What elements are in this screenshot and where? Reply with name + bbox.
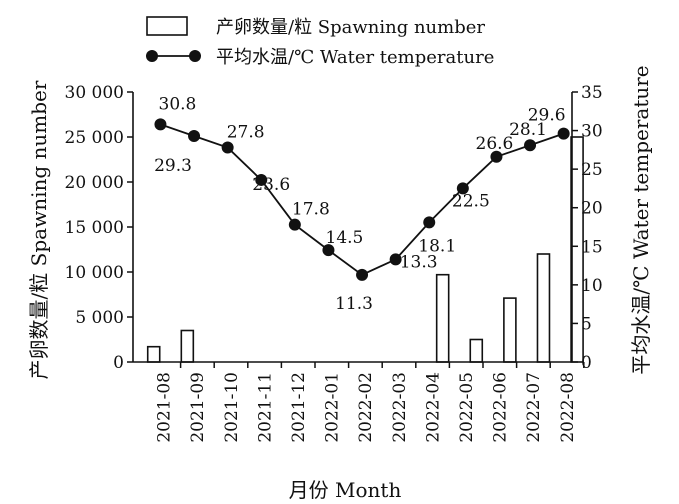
y-left-tick-label-3: 15 000 xyxy=(65,218,124,238)
y-right-tick-label-0: 0 xyxy=(581,353,592,373)
y-left-tick-label-4: 20 000 xyxy=(65,173,124,193)
x-tick-label-12: 2022-08 xyxy=(558,372,578,443)
bar-4 xyxy=(469,338,484,363)
bar-6 xyxy=(536,253,551,363)
temperature-point-2 xyxy=(188,129,201,142)
x-tick-label-3: 2021-11 xyxy=(255,372,275,443)
y-axis-right-title: 平均水温/℃ Water temperature xyxy=(629,65,653,374)
temperature-point-8 xyxy=(389,253,402,266)
x-tick-label-0: 2021-08 xyxy=(155,372,175,443)
bar-5 xyxy=(503,297,517,363)
legend-line-label: 平均水温/℃ Water temperature xyxy=(216,47,494,68)
bar-3 xyxy=(435,273,450,363)
y-right-tick-label-4: 20 xyxy=(581,199,603,219)
temperature-label-10: 22.5 xyxy=(452,191,490,211)
temperature-label-7: 11.3 xyxy=(335,294,373,314)
x-tick-label-7: 2022-03 xyxy=(390,372,410,443)
legend-bar-swatch xyxy=(146,16,188,36)
x-tick-label-6: 2022-02 xyxy=(356,372,376,443)
temperature-point-11 xyxy=(490,150,503,163)
temperature-point-13 xyxy=(557,127,570,140)
temperature-label-11: 26.6 xyxy=(476,134,514,154)
temperature-point-9 xyxy=(423,216,436,229)
y-left-tick-label-5: 25 000 xyxy=(65,128,124,148)
legend: 产卵数量/粒 Spawning number 平均水温/℃ Water tempe… xyxy=(146,16,494,68)
x-tick-label-4: 2021-12 xyxy=(289,372,309,443)
temperature-point-4 xyxy=(255,173,268,186)
legend-line-marker-left xyxy=(146,50,158,62)
temperature-label-8: 13.3 xyxy=(400,252,438,272)
y-left-tick-label-1: 5 000 xyxy=(75,308,124,328)
axes: 0 5 000 10 000 15 000 20 000 25 000 30 000 0 5 10… xyxy=(65,83,603,443)
legend-bar-label: 产卵数量/粒 Spawning number xyxy=(216,17,485,38)
x-tick-label-2: 2021-10 xyxy=(222,372,242,443)
temperature-label-3: 27.8 xyxy=(227,123,265,143)
y-right-tick-label-5: 25 xyxy=(581,160,603,180)
x-tick-label-1: 2021-09 xyxy=(188,372,208,443)
temperature-point-10 xyxy=(456,182,469,195)
data-labels: 30.8 29.3 27.8 23.617.8 14.5 11.3 13.318.1 22.5… xyxy=(154,94,565,313)
line-series xyxy=(154,118,570,281)
temperature-point-1 xyxy=(154,118,167,131)
bar-2 xyxy=(180,329,195,363)
temperature-point-6 xyxy=(322,244,335,257)
legend-line-marker-right xyxy=(189,50,201,62)
x-axis-title: 月份 Month xyxy=(289,478,402,502)
x-tick-label-5: 2022-01 xyxy=(323,372,343,443)
x-tick-label-10: 2022-06 xyxy=(491,372,511,443)
temperature-label-13: 29.6 xyxy=(528,106,566,126)
temperature-label-6: 14.5 xyxy=(326,228,364,248)
temperature-label-4: 23.6 xyxy=(252,175,290,195)
temperature-point-12 xyxy=(524,139,537,152)
y-left-tick-label-0: 0 xyxy=(113,353,124,373)
y-right-tick-label-3: 15 xyxy=(581,237,603,257)
y-right-tick-label-2: 10 xyxy=(581,276,603,296)
temperature-label-9: 18.1 xyxy=(418,236,456,256)
x-tick-label-11: 2022-07 xyxy=(524,372,544,443)
y-right-tick-label-1: 5 xyxy=(581,314,592,334)
y-axis-left-title: 产卵数量/粒 Spawning number xyxy=(27,80,51,379)
y-right-tick-label-7: 35 xyxy=(581,83,603,103)
x-tick-label-9: 2022-05 xyxy=(457,372,477,443)
bar-series xyxy=(146,136,584,363)
temperature-label-5: 17.8 xyxy=(292,200,330,220)
bar-1 xyxy=(146,345,161,363)
temperature-label-2: 29.3 xyxy=(154,156,192,176)
temperature-point-3 xyxy=(221,141,234,154)
temperature-point-7 xyxy=(356,268,369,281)
y-right-tick-label-6: 30 xyxy=(581,122,603,142)
y-left-tick-label-6: 30 000 xyxy=(65,83,124,103)
temperature-label-1: 30.8 xyxy=(159,94,197,114)
temperature-point-5 xyxy=(288,218,301,231)
y-left-tick-label-2: 10 000 xyxy=(65,263,124,283)
x-tick-label-8: 2022-04 xyxy=(423,372,443,443)
temperature-label-12: 28.1 xyxy=(509,120,547,140)
